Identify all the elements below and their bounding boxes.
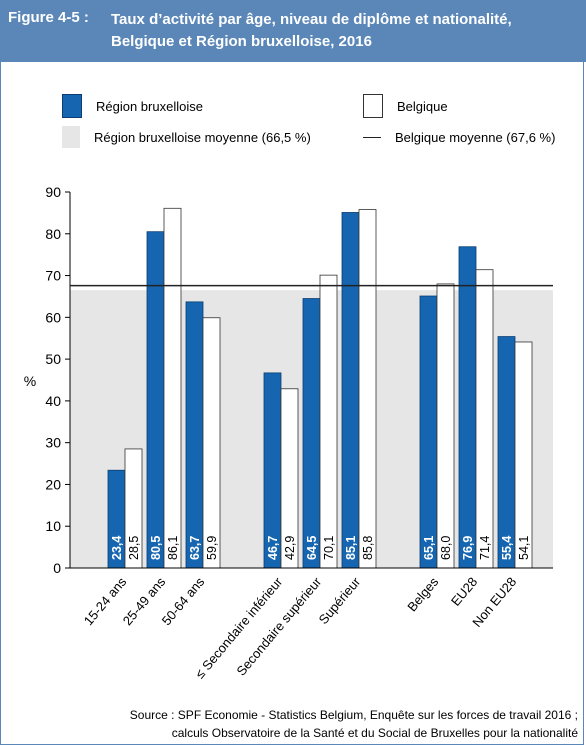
legend-region-avg: Région bruxelloise moyenne (66,5 %)	[62, 126, 311, 148]
legend-belgique-label: Belgique	[397, 98, 448, 114]
bar-belgique-label-4: 70,1	[322, 536, 336, 560]
legend-belgique-swatch	[363, 94, 383, 118]
bar-region-1	[146, 231, 165, 569]
bar-region-4	[302, 298, 321, 569]
y-tick-label: 50	[45, 351, 61, 367]
figure-title: Taux d’activité par âge, niveau de diplô…	[111, 9, 581, 53]
bar-belgique-label-3: 42,9	[283, 536, 297, 560]
y-tick-label: 90	[45, 184, 61, 200]
figure-header: Figure 4-5 : Taux d’activité par âge, ni…	[0, 0, 586, 62]
y-tick-label: 30	[45, 435, 61, 451]
legend-belgique-avg-swatch	[363, 136, 381, 138]
x-tick-label-5: Supérieur	[316, 574, 364, 627]
bar-belgique-2	[202, 317, 221, 569]
source-line-2: calculs Observatoire de la Santé et du S…	[171, 726, 578, 740]
y-tick-label: 60	[45, 309, 61, 325]
bar-belgique-label-0: 28,5	[127, 536, 141, 560]
bar-region-label-1: 80,5	[149, 536, 163, 560]
bar-belgique-label-5: 85,8	[361, 536, 375, 560]
bar-belgique-8	[514, 341, 533, 569]
bar-belgique-label-1: 86,1	[166, 536, 180, 560]
y-axis-label: %	[24, 373, 36, 389]
bar-region-label-2: 63,7	[188, 536, 202, 560]
bar-belgique-label-2: 59,9	[205, 536, 219, 560]
bar-belgique-label-8: 54,1	[517, 536, 531, 560]
legend-region-label: Région bruxelloise	[96, 98, 203, 114]
bar-belgique-label-6: 68,0	[439, 536, 453, 560]
legend-belgique-avg-label: Belgique moyenne (67,6 %)	[395, 129, 556, 145]
y-tick-label: 0	[53, 560, 61, 576]
bar-region-label-6: 65,1	[422, 536, 436, 560]
bar-region-label-5: 85,1	[344, 536, 358, 560]
legend-belgique: Belgique	[363, 94, 448, 118]
y-tick-label: 20	[45, 476, 61, 492]
figure-title-line-1: Taux d’activité par âge, niveau de diplô…	[111, 11, 512, 28]
bar-belgique-5	[358, 209, 377, 569]
bar-region-6	[419, 295, 438, 569]
figure-title-line-2: Belgique et Région bruxelloise, 2016	[111, 33, 372, 50]
bar-region-label-0: 23,4	[110, 536, 124, 560]
x-tick-label-7: EU28	[448, 574, 480, 609]
bar-region-label-7: 76,9	[461, 536, 475, 560]
figure-label: Figure 4-5 :	[8, 9, 89, 26]
y-tick-label: 40	[45, 393, 61, 409]
bar-region-5	[341, 212, 360, 569]
bar-region-2	[185, 301, 204, 569]
y-tick-label: 70	[45, 268, 61, 284]
source-line-1: Source : SPF Economie - Statistics Belgi…	[129, 708, 578, 722]
bar-region-label-4: 64,5	[305, 536, 319, 560]
bar-belgique-7	[475, 269, 494, 569]
y-tick-label: 10	[45, 518, 61, 534]
y-tick-label: 80	[45, 226, 61, 242]
legend-region: Région bruxelloise	[62, 94, 203, 118]
legend-region-swatch	[62, 94, 82, 118]
bar-region-8	[497, 336, 516, 569]
bar-region-label-3: 46,7	[266, 536, 280, 560]
bar-region-7	[458, 246, 477, 569]
legend-region-avg-label: Région bruxelloise moyenne (66,5 %)	[94, 129, 311, 145]
bar-belgique-1	[163, 207, 182, 569]
bar-region-label-8: 55,4	[500, 536, 514, 560]
bar-belgique-6	[436, 283, 455, 569]
source-note: Source : SPF Economie - Statistics Belgi…	[18, 706, 578, 742]
bar-belgique-label-7: 71,4	[478, 536, 492, 560]
bar-belgique-4	[319, 274, 338, 569]
legend-region-avg-swatch	[62, 126, 80, 148]
x-tick-label-6: Belges	[404, 574, 441, 614]
legend-belgique-avg: Belgique moyenne (67,6 %)	[363, 126, 555, 148]
